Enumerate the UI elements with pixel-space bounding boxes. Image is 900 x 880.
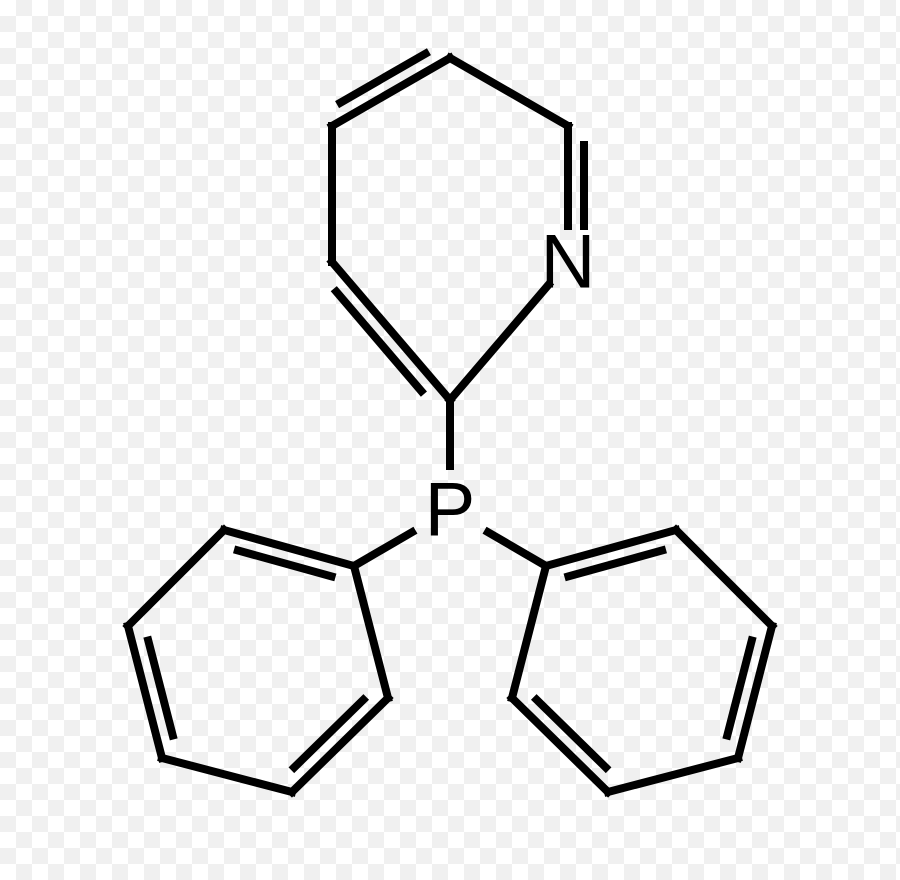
bond-line [676, 530, 772, 626]
bond-line [738, 626, 772, 758]
bond-line [162, 758, 292, 792]
atom-label-layer: PN [425, 220, 596, 553]
bond-line [488, 532, 546, 566]
molecule-diagram: PN [0, 0, 900, 880]
bond-line [332, 58, 450, 126]
atom-label-p: P [425, 468, 476, 553]
bond-line [336, 292, 421, 391]
bond-line [354, 566, 388, 698]
bond-line [450, 58, 568, 126]
bond-line [128, 530, 224, 626]
bond-line [128, 626, 162, 758]
bond-line [332, 262, 450, 400]
bond-line [512, 566, 546, 698]
bond-line [512, 698, 608, 792]
bond-line [608, 758, 738, 792]
bond-line [292, 698, 388, 792]
bond-line [450, 285, 549, 400]
bond-line [354, 532, 412, 566]
atom-label-n: N [541, 220, 596, 305]
bond-layer [128, 54, 772, 792]
